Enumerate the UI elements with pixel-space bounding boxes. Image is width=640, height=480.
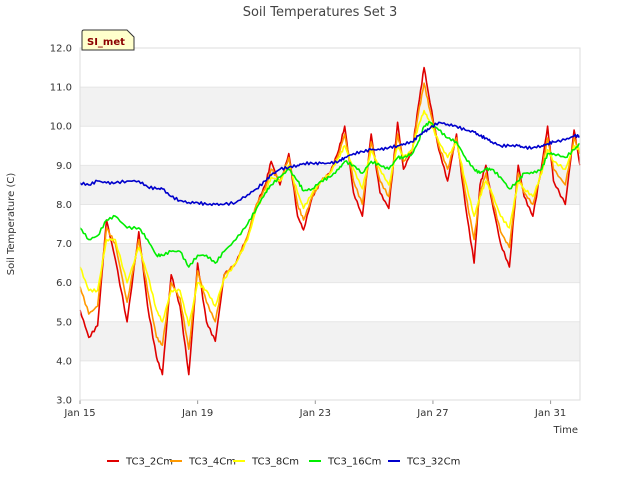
x-axis-label: Time	[553, 425, 578, 436]
x-tick-label: Jan 15	[63, 408, 95, 419]
series-line-tc3-32cm	[79, 121, 581, 207]
x-tick-label: Jan 23	[299, 408, 331, 419]
y-tick-label: 4.0	[56, 356, 72, 367]
grid-band	[80, 243, 580, 283]
x-axis-ticks: Jan 15 Jan 19 Jan 23 Jan 27 Jan 31	[63, 400, 566, 419]
plot-frame	[79, 47, 581, 401]
series-line-tc3-4cm	[79, 82, 581, 351]
series-line-tc3-8cm	[79, 109, 581, 327]
site-label-box: SI_met	[81, 29, 135, 51]
legend: TC3_2Cm TC3_4Cm TC3_8Cm TC3_16Cm TC3_32Cm	[107, 457, 460, 468]
y-tick-label: 11.0	[50, 83, 72, 94]
data-series	[79, 66, 581, 376]
y-axis-label: Soil Temperature (C)	[6, 173, 17, 276]
x-tick-label: Jan 27	[416, 408, 448, 419]
legend-label: TC3_8Cm	[251, 457, 299, 468]
y-tick-label: 9.0	[56, 161, 72, 172]
legend-label: TC3_32Cm	[406, 457, 460, 468]
series-line-tc3-2cm	[79, 66, 581, 376]
legend-label: TC3_2Cm	[125, 457, 173, 468]
series-line-tc3-16cm	[79, 121, 581, 268]
y-tick-label: 10.0	[50, 122, 72, 133]
x-tick-label: Jan 19	[181, 408, 213, 419]
y-tick-label: 8.0	[56, 200, 72, 211]
legend-label: TC3_4Cm	[188, 457, 236, 468]
chart-title: Soil Temperatures Set 3	[243, 5, 398, 20]
x-tick-label: Jan 31	[534, 408, 566, 419]
y-tick-label: 5.0	[56, 317, 72, 328]
site-label: SI_met	[87, 37, 125, 48]
y-tick-label: 6.0	[56, 278, 72, 289]
y-tick-label: 7.0	[56, 239, 72, 250]
grid-band	[80, 87, 580, 127]
site-label-background	[81, 29, 135, 51]
legend-label: TC3_16Cm	[327, 457, 381, 468]
y-tick-label: 3.0	[56, 396, 72, 407]
y-tick-label: 12.0	[50, 44, 72, 55]
